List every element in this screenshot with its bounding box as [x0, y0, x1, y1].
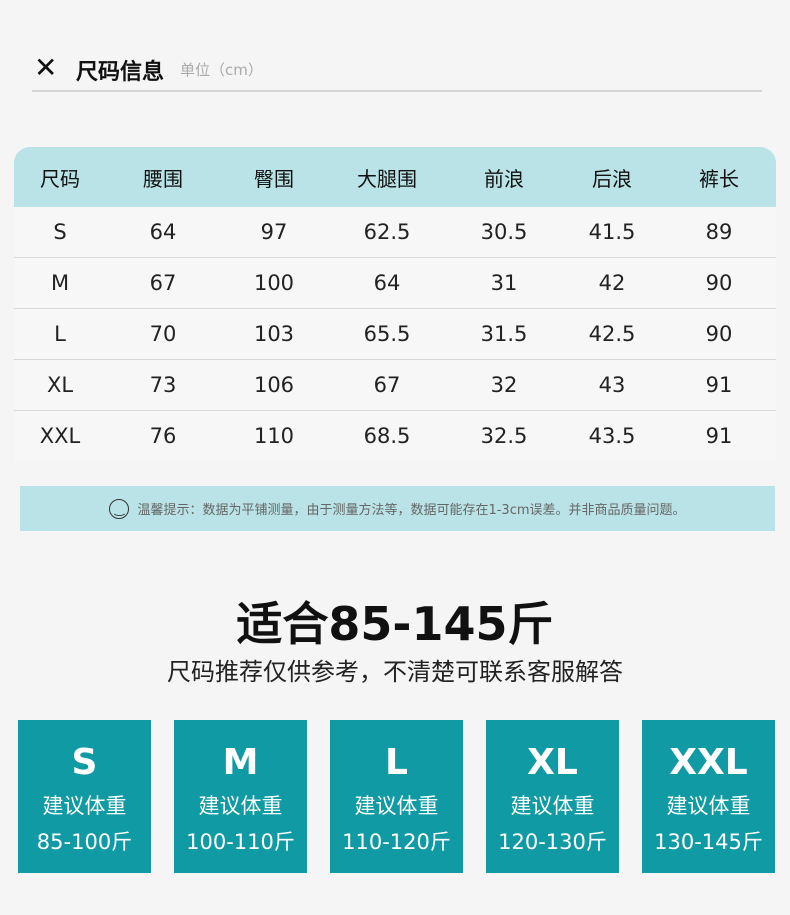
header: ✕ 尺码信息 单位（cm） — [32, 52, 762, 92]
page-title: 尺码信息 — [76, 60, 165, 85]
table-cell: 裤长 — [699, 166, 739, 191]
table-cell: 31 — [490, 271, 518, 295]
table-cell: 31.5 — [480, 322, 528, 346]
table-cell: 62.5 — [363, 220, 411, 244]
table-cell: 32.5 — [480, 424, 528, 448]
table-row: M 67 100 64 31 42 90 — [14, 258, 776, 309]
table-cell: 尺码 — [40, 166, 80, 191]
table-cell: 68.5 — [363, 424, 411, 448]
size-tiles: S 建议体重 85-100斤 M 建议体重 100-110斤 L 建议体重 110-120斤 XL… — [18, 720, 775, 873]
size-tile: S 建议体重 85-100斤 — [18, 720, 151, 873]
table-header: 尺码 腰围 臀围 大腿围 前浪 后浪 裤长 — [14, 147, 776, 207]
table-cell: 90 — [705, 322, 733, 346]
table-row: S 64 97 62.5 30.5 41.5 89 — [14, 207, 776, 258]
tile-size: L — [385, 742, 408, 783]
table-cell: 65.5 — [363, 322, 411, 346]
table-cell: 90 — [705, 271, 733, 295]
table-cell: 30.5 — [480, 220, 528, 244]
table-cell: 91 — [705, 373, 733, 397]
table-cell: 100 — [253, 271, 295, 295]
size-tile: L 建议体重 110-120斤 — [330, 720, 463, 873]
table-cell: 后浪 — [592, 166, 632, 191]
table-cell: 67 — [373, 373, 401, 397]
tile-size: M — [222, 742, 259, 783]
table-cell: 89 — [705, 220, 733, 244]
tile-size: XXL — [669, 742, 748, 783]
tile-range: 130-145斤 — [654, 830, 763, 854]
table-cell: 76 — [149, 424, 177, 448]
tile-range: 100-110斤 — [186, 830, 295, 854]
table-cell: 32 — [490, 373, 518, 397]
table-cell: 腰围 — [143, 166, 183, 191]
close-icon[interactable]: ✕ — [34, 51, 58, 84]
tile-label: 建议体重 — [510, 794, 595, 818]
tile-label: 建议体重 — [666, 794, 751, 818]
tile-size: XL — [527, 742, 578, 783]
table-cell: 64 — [149, 220, 177, 244]
table-cell: 43 — [598, 373, 626, 397]
table-cell: 103 — [253, 322, 295, 346]
smile-icon: ‿ — [109, 498, 130, 519]
unit-label: 单位（cm） — [180, 61, 263, 79]
tile-range: 85-100斤 — [36, 830, 133, 854]
table-cell: 106 — [253, 373, 295, 397]
table-cell: L — [54, 322, 66, 346]
table-row: XL 73 106 67 32 43 91 — [14, 360, 776, 411]
table-cell: 臀围 — [254, 166, 294, 191]
size-table: 尺码 腰围 臀围 大腿围 前浪 后浪 裤长 S 64 97 62.5 30.5 41.5 89 M 67 100… — [14, 147, 776, 461]
size-tile: XXL 建议体重 130-145斤 — [642, 720, 775, 873]
table-cell: 70 — [149, 322, 177, 346]
fit-subtitle: 尺码推荐仅供参考，不清楚可联系客服解答 — [167, 658, 623, 686]
table-cell: M — [50, 271, 70, 295]
size-tile: M 建议体重 100-110斤 — [174, 720, 307, 873]
table-cell: 41.5 — [588, 220, 636, 244]
tile-label: 建议体重 — [42, 794, 127, 818]
tile-range: 120-130斤 — [498, 830, 607, 854]
table-cell: 110 — [253, 424, 295, 448]
table-cell: 73 — [149, 373, 177, 397]
table-cell: 67 — [149, 271, 177, 295]
table-cell: 43.5 — [588, 424, 636, 448]
table-cell: 97 — [260, 220, 288, 244]
tile-range: 110-120斤 — [342, 830, 451, 854]
table-cell: S — [53, 220, 67, 244]
table-cell: XXL — [39, 424, 81, 448]
table-cell: 大腿围 — [357, 166, 417, 191]
table-cell: 64 — [373, 271, 401, 295]
table-cell: 42 — [598, 271, 626, 295]
table-row: XXL 76 110 68.5 32.5 43.5 91 — [14, 411, 776, 461]
table-cell: 91 — [705, 424, 733, 448]
tile-label: 建议体重 — [198, 794, 283, 818]
tip-text: 温馨提示：数据为平铺测量，由于测量方法等，数据可能存在1-3cm误差。并非商品质… — [137, 503, 686, 518]
table-cell: XL — [46, 373, 74, 397]
table-cell: 前浪 — [484, 166, 524, 191]
size-tile: XL 建议体重 120-130斤 — [486, 720, 619, 873]
fit-title: 适合85-145斤 — [236, 597, 554, 651]
tile-label: 建议体重 — [354, 794, 439, 818]
table-cell: 42.5 — [588, 322, 636, 346]
tip-banner: ‿ 温馨提示：数据为平铺测量，由于测量方法等，数据可能存在1-3cm误差。并非商… — [20, 486, 775, 531]
table-row: L 70 103 65.5 31.5 42.5 90 — [14, 309, 776, 360]
tile-size: S — [71, 742, 98, 783]
